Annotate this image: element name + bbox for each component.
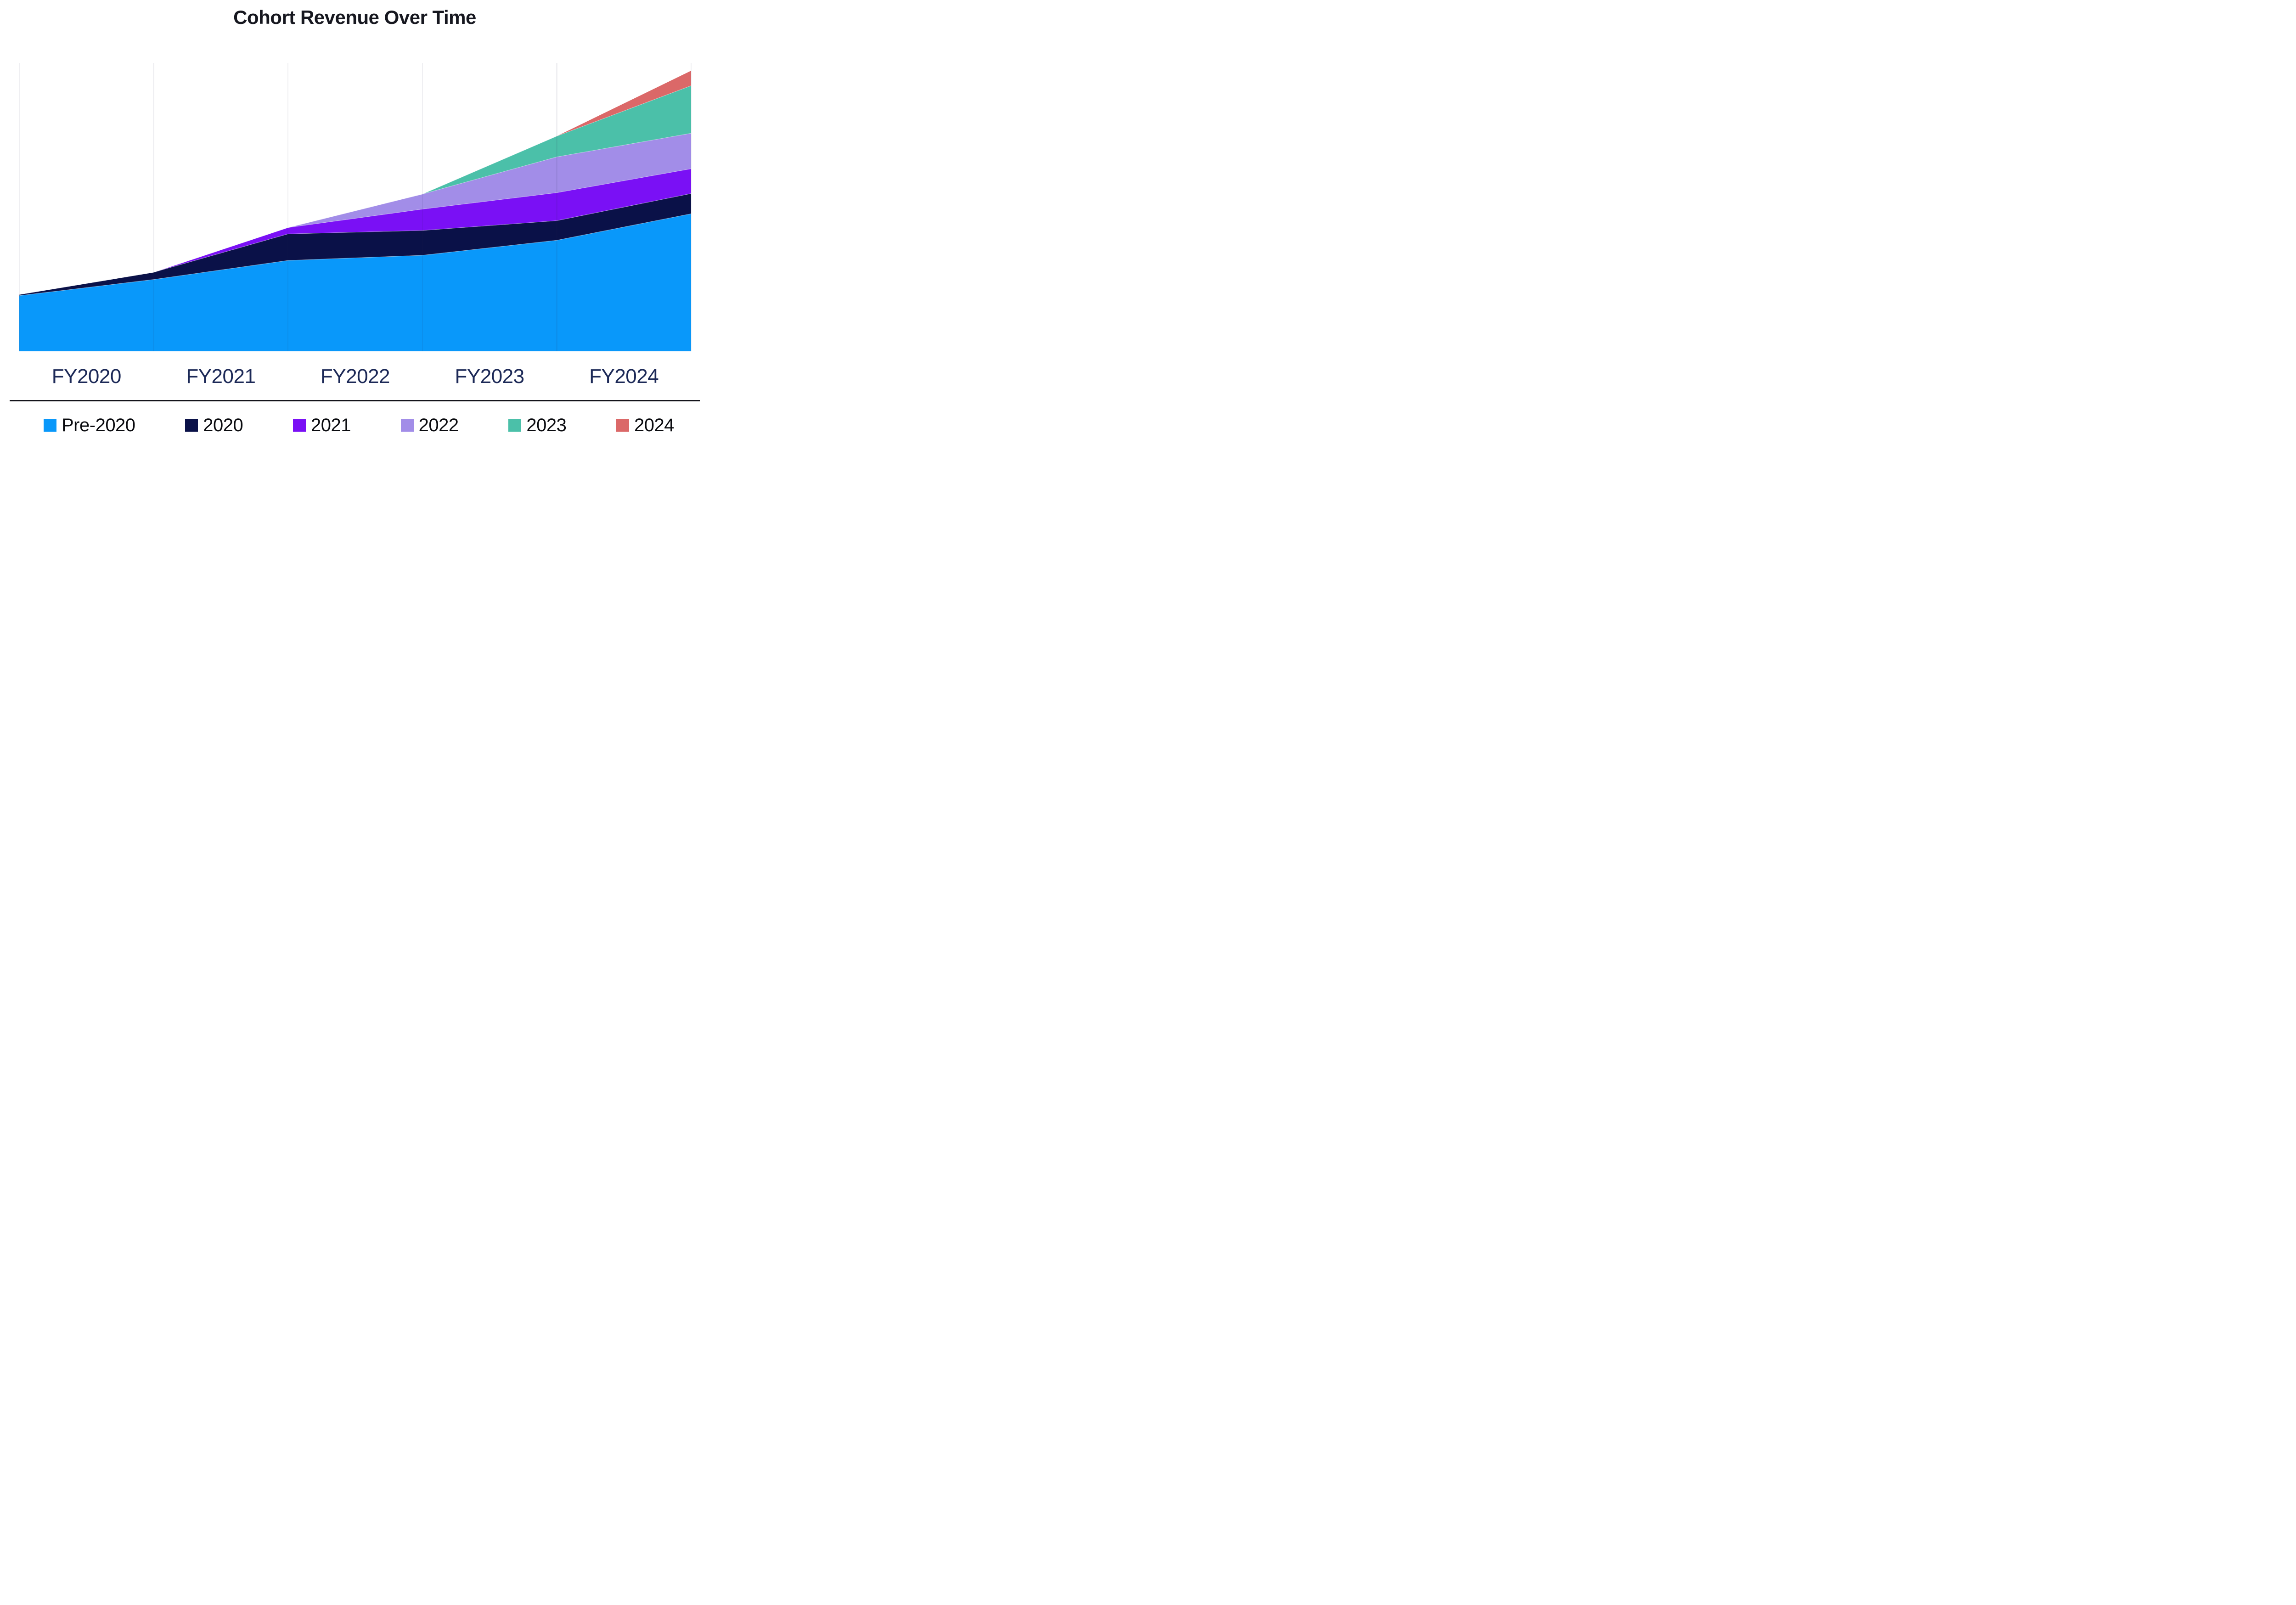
legend-label-2022: 2022 <box>418 415 459 435</box>
layer-boundary-line <box>19 85 691 295</box>
legend-swatch-2022 <box>400 419 414 432</box>
x-tick-fy2021: FY2021 <box>186 365 256 388</box>
legend-separator-line <box>10 400 700 401</box>
legend-item-2020: 2020 <box>185 415 243 436</box>
x-tick-fy2020: FY2020 <box>51 365 122 388</box>
plot-area <box>18 63 692 351</box>
layer-boundary-line <box>19 168 691 295</box>
chart-title: Cohort Revenue Over Time <box>233 6 476 28</box>
legend-label-2023: 2023 <box>526 415 567 435</box>
legend-item-2024: 2024 <box>616 415 674 436</box>
legend-label-2020: 2020 <box>203 415 243 435</box>
legend-swatch-pre-2020 <box>44 419 56 432</box>
x-tick-fy2024: FY2024 <box>589 365 659 388</box>
legend: Pre-2020 2020 2021 2022 2023 2024 <box>44 414 674 437</box>
legend-swatch-2023 <box>508 419 522 432</box>
legend-swatch-2024 <box>616 419 630 432</box>
legend-swatch-2021 <box>293 419 306 432</box>
area-layer-2022 <box>19 133 691 295</box>
area-layer-pre-2020 <box>19 214 691 351</box>
cohort-revenue-chart-page: Cohort Revenue Over Time FY2020 FY2021 F… <box>0 0 709 442</box>
legend-item-pre-2020: Pre-2020 <box>44 415 135 436</box>
legend-swatch-2020 <box>185 419 198 432</box>
legend-item-2023: 2023 <box>508 415 567 436</box>
stacked-area-chart <box>19 70 691 351</box>
legend-label-2021: 2021 <box>310 415 351 435</box>
layer-boundary-line <box>19 213 691 296</box>
x-tick-fy2022: FY2022 <box>320 365 390 388</box>
legend-item-2021: 2021 <box>293 415 351 436</box>
x-tick-fy2023: FY2023 <box>455 365 525 388</box>
legend-item-2022: 2022 <box>400 415 459 436</box>
layer-boundary-line <box>19 133 691 295</box>
x-axis: FY2020 FY2021 FY2022 FY2023 FY2024 <box>19 365 691 388</box>
area-layer-2020 <box>19 193 691 296</box>
legend-label-2024: 2024 <box>634 415 674 435</box>
layer-boundary-line <box>19 193 691 295</box>
area-layer-2021 <box>19 169 691 295</box>
legend-label-pre-2020: Pre-2020 <box>62 415 135 435</box>
